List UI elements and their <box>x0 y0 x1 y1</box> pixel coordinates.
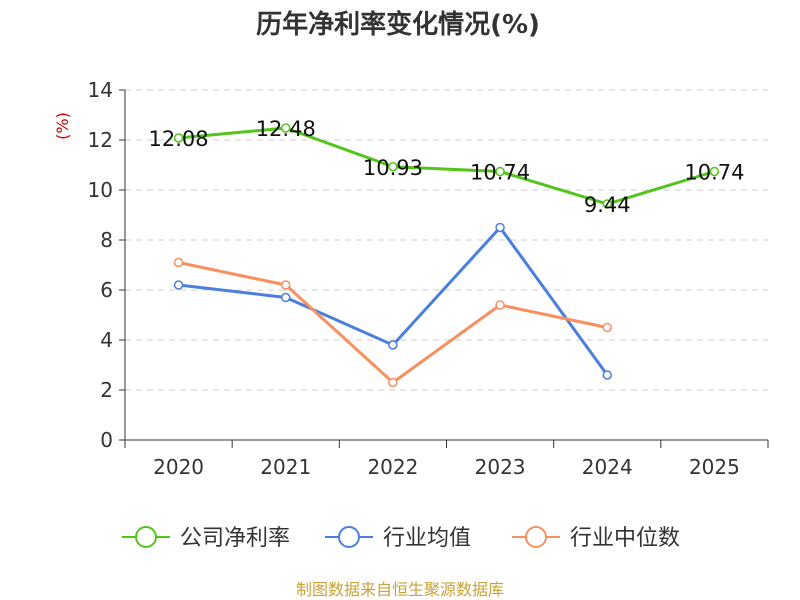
legend-label: 行业中位数 <box>570 526 680 551</box>
data-point <box>388 340 398 350</box>
gridlines <box>125 89 768 391</box>
data-point <box>602 322 612 333</box>
data-point <box>281 280 291 290</box>
x-tick-label: 2021 <box>260 455 311 479</box>
x-tick-label: 2023 <box>475 455 526 479</box>
legend-marker <box>135 526 157 548</box>
data-point <box>281 292 291 303</box>
data-label: 10.74 <box>470 161 530 185</box>
y-tick-label: 8 <box>100 228 113 252</box>
legend-marker <box>338 526 360 548</box>
series-layer <box>173 123 720 388</box>
data-label: 10.93 <box>363 156 423 180</box>
y-tick-label: 0 <box>100 428 113 452</box>
x-tick-label: 2020 <box>153 455 204 479</box>
series-line <box>178 226 609 376</box>
y-tick-label: 12 <box>88 128 113 152</box>
legend[interactable]: 公司净利率 行业均值 行业中位数 <box>122 526 680 551</box>
data-labels: 12.08 12.48 10.93 10.74 9.44 10.74 <box>149 117 745 217</box>
y-tick-label: 14 <box>88 78 113 102</box>
legend-marker <box>525 526 547 548</box>
legend-item[interactable]: 行业均值 <box>325 526 471 551</box>
axes: 0 2 4 6 8 10 12 14 2020 2021 2022 2023 2024 2025 <box>88 78 769 479</box>
data-point <box>281 123 291 133</box>
data-point <box>602 370 612 380</box>
data-point <box>173 133 184 143</box>
y-axis-label: (%) <box>53 112 72 140</box>
y-tick-label: 4 <box>100 328 113 352</box>
x-tick-label: 2025 <box>689 455 740 479</box>
series-line <box>178 261 608 384</box>
data-point <box>495 222 505 233</box>
data-label: 9.44 <box>584 193 631 217</box>
data-point <box>173 257 184 268</box>
legend-item[interactable]: 公司净利率 <box>122 526 290 551</box>
data-label: 12.48 <box>256 117 316 141</box>
chart-title: 历年净利率变化情况(%) <box>256 9 540 40</box>
legend-label: 公司净利率 <box>180 526 290 551</box>
y-tick-label: 2 <box>100 378 113 402</box>
data-point <box>388 162 398 172</box>
series-3 <box>173 257 612 388</box>
data-point <box>495 166 505 177</box>
data-point <box>173 280 184 290</box>
source-note: 制图数据来自恒生聚源数据库 <box>296 580 504 599</box>
data-point <box>388 377 398 388</box>
series-1 <box>173 123 720 209</box>
data-point <box>602 199 612 209</box>
y-tick-label: 6 <box>100 278 113 302</box>
data-label: 12.08 <box>149 127 209 151</box>
series-2 <box>173 222 612 380</box>
data-label: 10.74 <box>684 161 744 185</box>
data-point <box>495 300 505 310</box>
data-point <box>709 166 720 177</box>
legend-item[interactable]: 行业中位数 <box>512 526 680 551</box>
x-tick-label: 2024 <box>582 455 633 479</box>
x-tick-label: 2022 <box>367 455 418 479</box>
legend-label: 行业均值 <box>383 526 471 551</box>
series-line <box>178 126 715 206</box>
y-tick-label: 10 <box>88 178 113 202</box>
